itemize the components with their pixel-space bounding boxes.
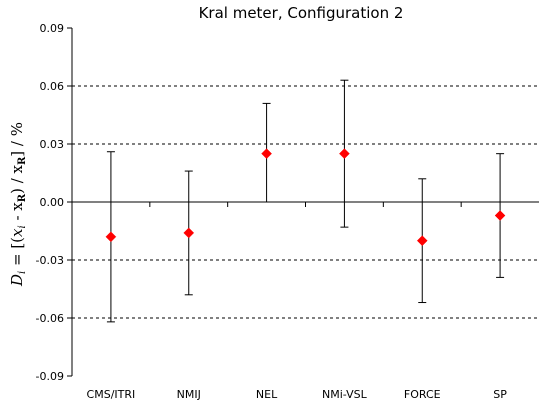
ylabel-x-sub: i — [17, 225, 28, 228]
ylabel-minus: - x — [8, 202, 26, 226]
ylabel-d: D — [8, 274, 26, 287]
ylabel-r-sub2: R — [17, 156, 28, 165]
ylabel-eq: = [( — [8, 237, 26, 271]
data-point — [494, 210, 506, 221]
y-tick-label: 0.06 — [40, 80, 65, 93]
y-tick-label: 0.00 — [40, 196, 65, 209]
x-tick-label: FORCE — [404, 388, 441, 401]
ylabel-tail: ] / % — [8, 122, 26, 157]
x-tick-label: NEL — [256, 388, 278, 401]
data-markers — [105, 148, 506, 247]
y-axis-label: Di = [(xi - xR) / xR] / % — [8, 122, 28, 287]
data-point — [261, 148, 272, 160]
data-point — [183, 227, 195, 239]
ylabel-div: ) / x — [8, 164, 26, 193]
error-bars — [106, 79, 505, 323]
data-point — [339, 148, 350, 160]
y-tick-label: -0.03 — [36, 254, 64, 267]
y-tick-label: 0.09 — [40, 22, 65, 35]
data-point — [416, 235, 428, 247]
y-tick-label: -0.09 — [36, 370, 64, 383]
x-tick-labels: CMS/ITRI NMIJ NEL NMi-VSL FORCE SP — [87, 388, 508, 401]
y-tick-labels: 0.09 0.06 0.03 0.00 -0.03 -0.06 -0.09 — [36, 22, 64, 383]
axes — [67, 27, 539, 377]
ylabel-d-sub: i — [17, 271, 28, 274]
data-point — [105, 231, 117, 243]
x-tick-label: SP — [493, 388, 507, 401]
svg-text:Di = [(xi - xR) / xR] / %: Di = [(xi - xR) / xR] / % — [8, 122, 28, 287]
y-tick-label: -0.06 — [36, 312, 64, 325]
ylabel-r-sub: R — [17, 193, 28, 202]
y-tick-label: 0.03 — [40, 138, 65, 151]
x-tick-label: CMS/ITRI — [87, 388, 136, 401]
x-tick-label: NMIJ — [177, 388, 201, 401]
ylabel-x: x — [8, 228, 26, 237]
chart-title: Kral meter, Configuration 2 — [199, 4, 404, 22]
x-tick-label: NMi-VSL — [322, 388, 368, 401]
